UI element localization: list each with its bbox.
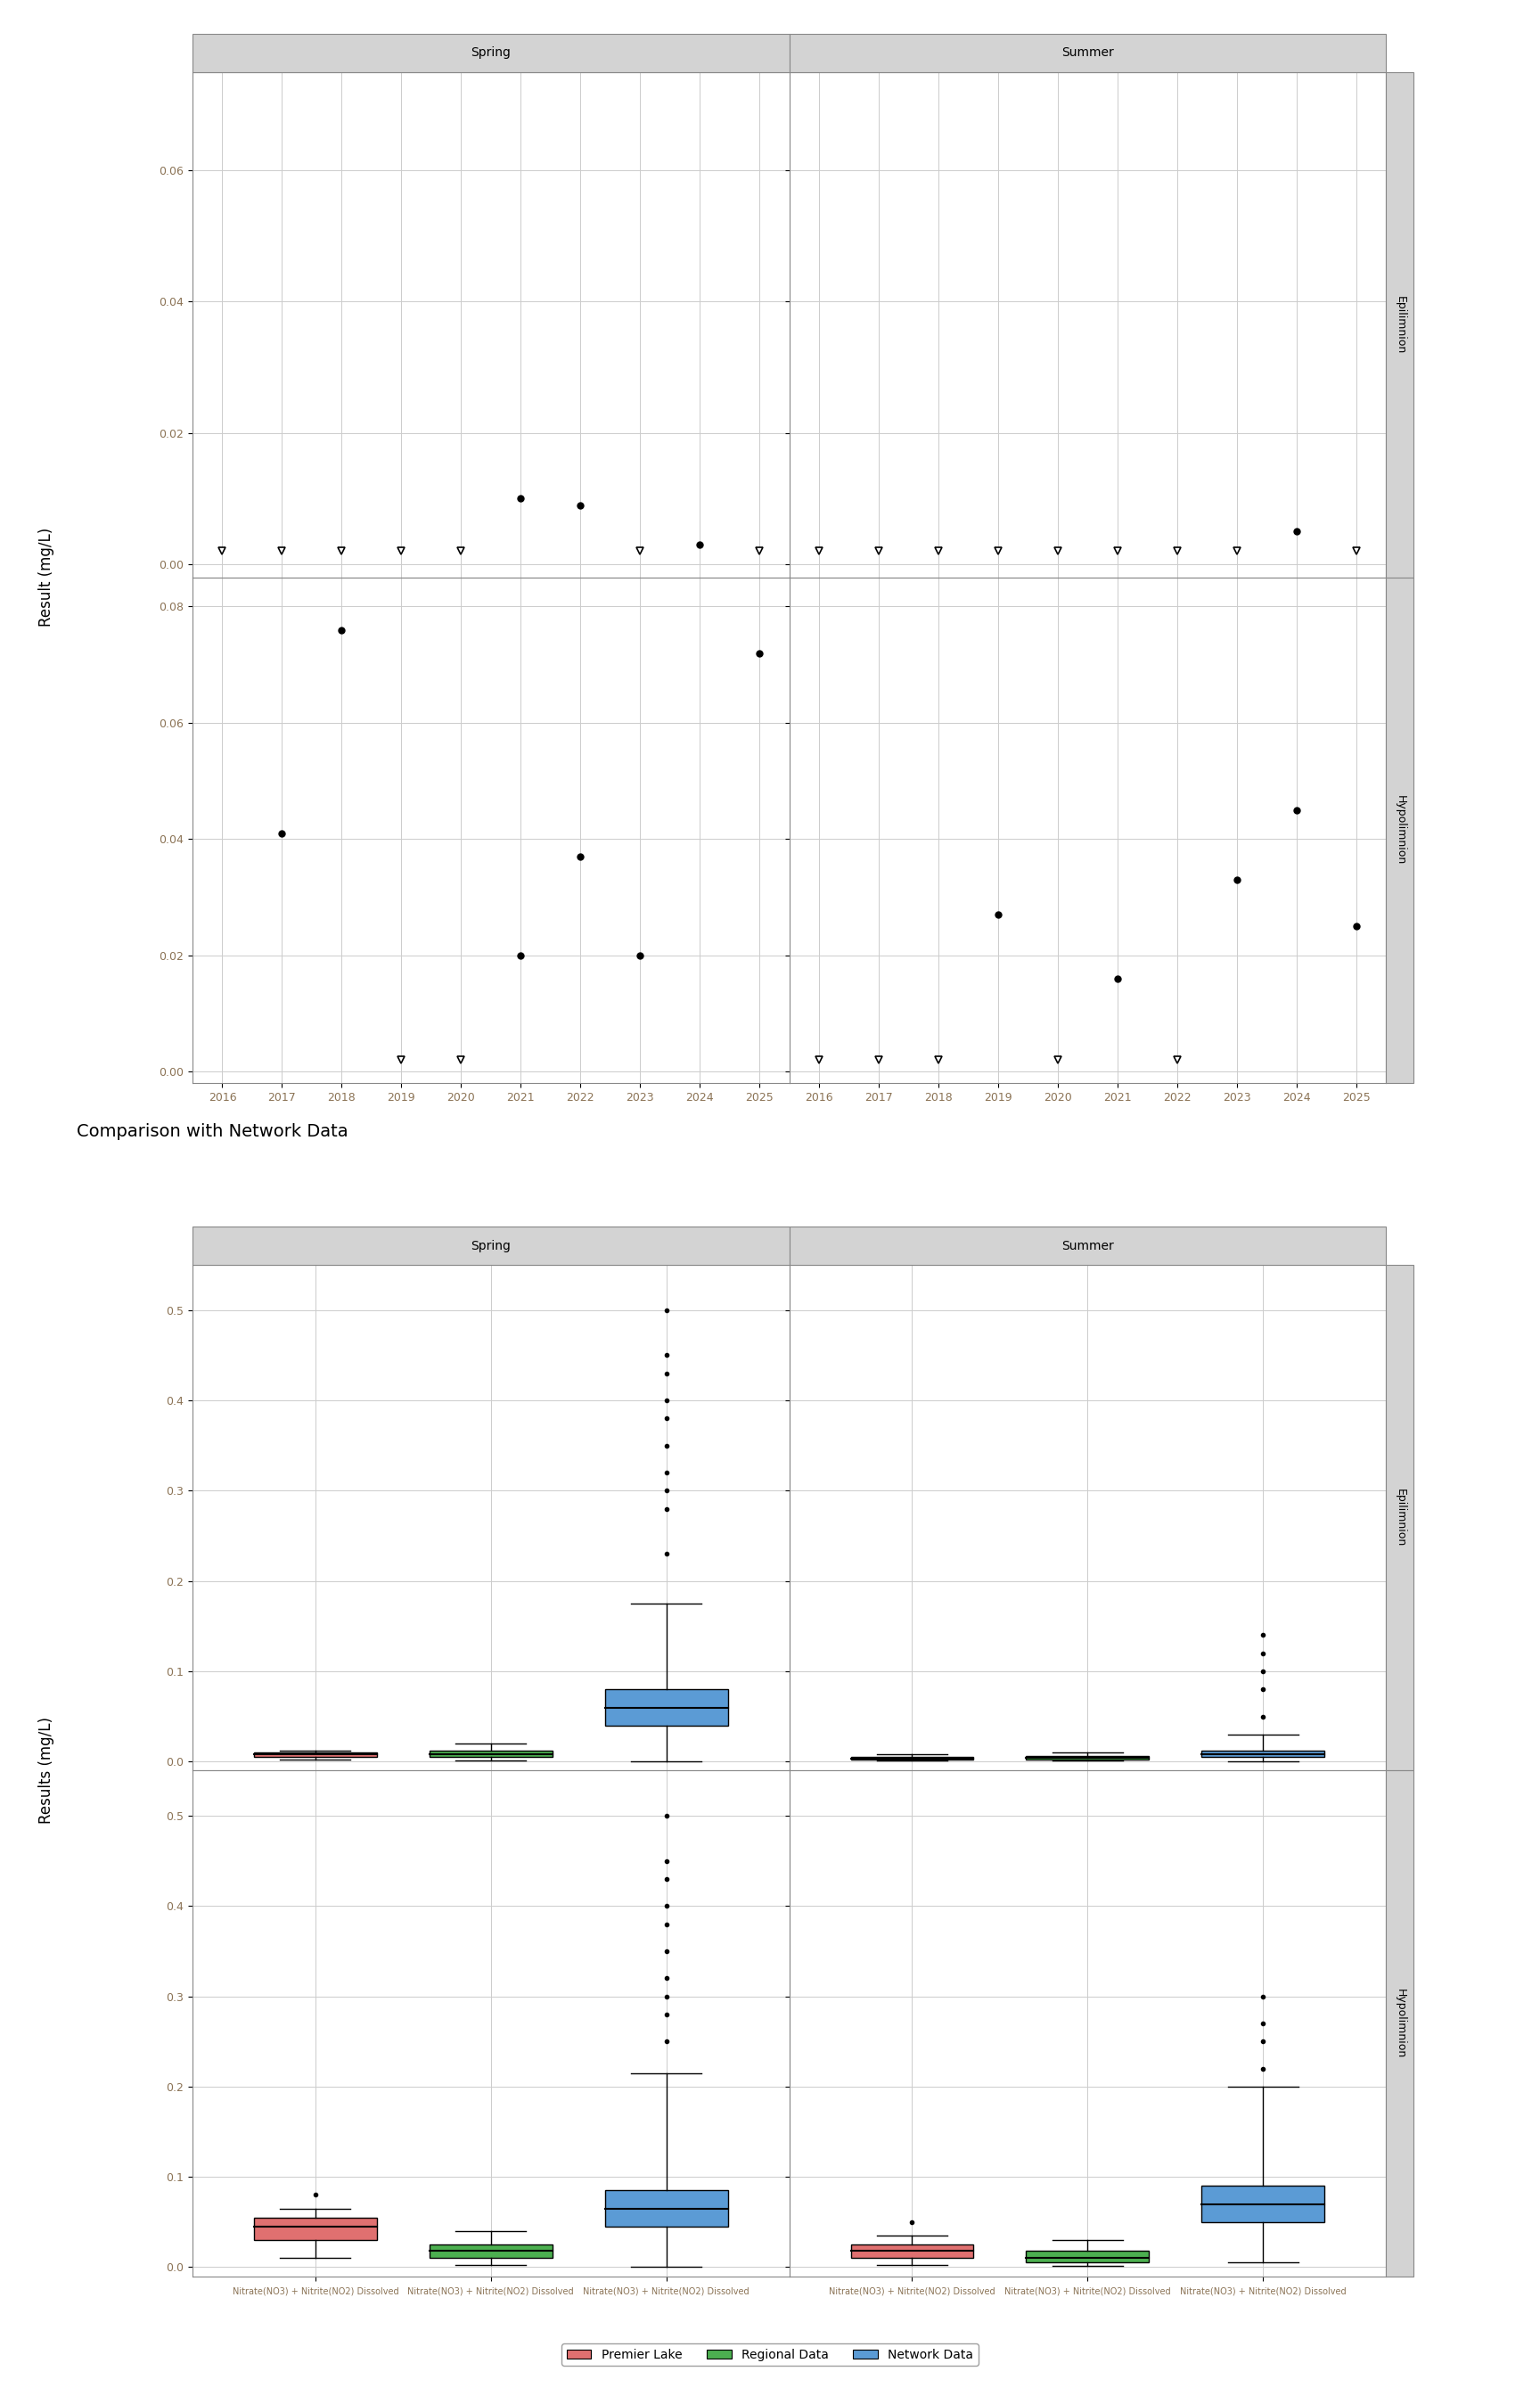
FancyBboxPatch shape bbox=[605, 1689, 728, 1725]
FancyBboxPatch shape bbox=[254, 1751, 377, 1756]
Text: Epilimnion: Epilimnion bbox=[1394, 295, 1406, 355]
FancyBboxPatch shape bbox=[254, 2219, 377, 2240]
FancyBboxPatch shape bbox=[1026, 1756, 1149, 1759]
Text: Results (mg/L): Results (mg/L) bbox=[38, 1718, 54, 1823]
Text: Summer: Summer bbox=[1061, 46, 1113, 60]
Text: Hypolimnion: Hypolimnion bbox=[1394, 795, 1406, 865]
Legend: Premier Lake, Regional Data, Network Data: Premier Lake, Regional Data, Network Dat… bbox=[562, 2343, 978, 2365]
FancyBboxPatch shape bbox=[1201, 1751, 1324, 1756]
Text: Summer: Summer bbox=[1061, 1239, 1113, 1253]
FancyBboxPatch shape bbox=[1026, 2250, 1149, 2262]
Text: Hypolimnion: Hypolimnion bbox=[1394, 1989, 1406, 2058]
Text: Spring: Spring bbox=[471, 46, 511, 60]
FancyBboxPatch shape bbox=[850, 1756, 973, 1759]
FancyBboxPatch shape bbox=[850, 2245, 973, 2257]
Text: Epilimnion: Epilimnion bbox=[1394, 1488, 1406, 1548]
FancyBboxPatch shape bbox=[1201, 2185, 1324, 2221]
FancyBboxPatch shape bbox=[605, 2190, 728, 2226]
FancyBboxPatch shape bbox=[430, 1751, 553, 1756]
Text: Spring: Spring bbox=[471, 1239, 511, 1253]
FancyBboxPatch shape bbox=[430, 2245, 553, 2257]
Text: Result (mg/L): Result (mg/L) bbox=[38, 527, 54, 628]
Text: Comparison with Network Data: Comparison with Network Data bbox=[77, 1124, 348, 1140]
